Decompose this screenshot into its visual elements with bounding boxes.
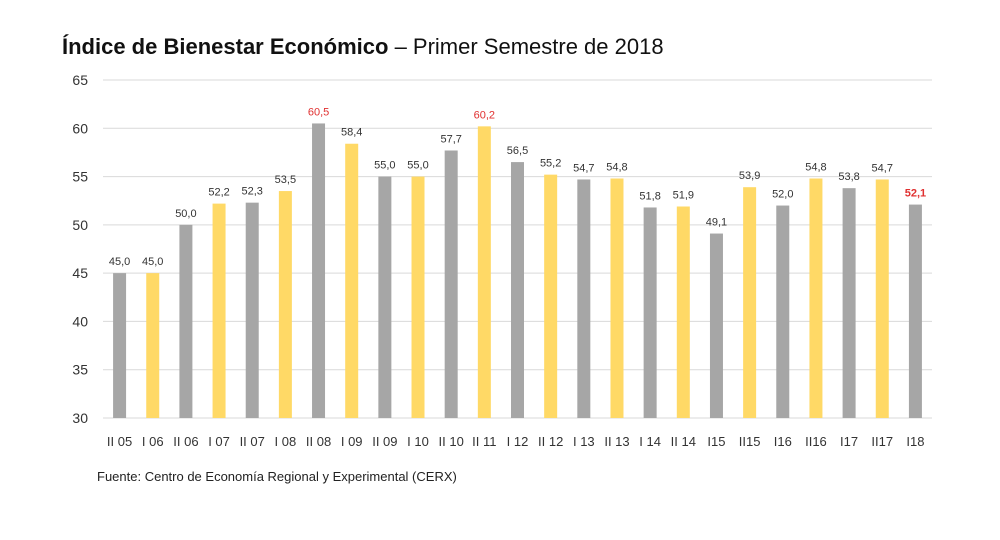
data-label: 54,8 (606, 162, 627, 174)
x-tick-label: I18 (906, 434, 924, 449)
x-tick-label: I 07 (208, 434, 230, 449)
x-tick-label: I 12 (507, 434, 529, 449)
x-tick-label: II15 (739, 434, 761, 449)
bar (776, 205, 790, 418)
y-tick-label: 45 (72, 265, 88, 281)
x-tick-label: I 10 (407, 434, 429, 449)
bar (444, 150, 458, 419)
bar (610, 178, 624, 418)
bar (477, 126, 491, 419)
data-label: 52,2 (208, 187, 229, 199)
x-tick-label: II 05 (107, 434, 132, 449)
data-label: 53,9 (739, 170, 760, 182)
x-tick-label: I 06 (142, 434, 164, 449)
x-tick-label: II 06 (173, 434, 198, 449)
bar (842, 188, 856, 418)
x-tick-label: II 12 (538, 434, 563, 449)
bar (113, 273, 127, 418)
data-label: 49,1 (706, 217, 727, 229)
x-tick-label: II 13 (604, 434, 629, 449)
data-label: 54,8 (805, 162, 826, 174)
data-label: 55,0 (374, 160, 395, 172)
y-tick-label: 60 (72, 120, 88, 136)
data-label: 53,5 (275, 174, 296, 186)
data-label: 51,8 (639, 190, 660, 202)
x-tick-label: I15 (707, 434, 725, 449)
bar (809, 178, 823, 418)
bar (577, 179, 591, 418)
x-tick-label: II 08 (306, 434, 331, 449)
x-tick-label: I16 (774, 434, 792, 449)
y-tick-label: 30 (72, 410, 88, 426)
y-tick-label: 35 (72, 362, 88, 378)
x-tick-label: I 08 (275, 434, 297, 449)
title-main: Índice de Bienestar Económico (62, 34, 389, 59)
data-label: 45,0 (142, 256, 163, 268)
x-tick-label: II16 (805, 434, 827, 449)
data-label: 60,5 (308, 106, 329, 118)
x-tick-label: II 07 (240, 434, 265, 449)
chart-title: Índice de Bienestar Económico – Primer S… (62, 34, 664, 60)
y-tick-label: 50 (72, 217, 88, 233)
data-label: 54,7 (573, 162, 594, 174)
bar (908, 204, 922, 418)
bar (544, 174, 558, 418)
x-tick-label: I 14 (639, 434, 661, 449)
data-label: 57,7 (440, 133, 461, 145)
data-label: 50,0 (175, 208, 196, 220)
bar (312, 123, 326, 418)
bar (411, 176, 425, 418)
data-label: 54,7 (872, 162, 893, 174)
data-label: 56,5 (507, 145, 528, 157)
x-tick-label: II 09 (372, 434, 397, 449)
bar (643, 207, 657, 418)
data-label: 52,3 (242, 186, 263, 198)
x-tick-label: II 14 (671, 434, 696, 449)
x-tick-label: I 13 (573, 434, 595, 449)
data-label: 55,2 (540, 158, 561, 170)
data-label: 45,0 (109, 256, 130, 268)
data-label: 52,0 (772, 189, 793, 201)
source-note: Fuente: Centro de Economía Regional y Ex… (97, 469, 457, 484)
data-label: 52,1 (905, 188, 926, 200)
bar (278, 191, 292, 418)
data-label: 60,2 (474, 109, 495, 121)
x-tick-label: II17 (871, 434, 893, 449)
data-label: 55,0 (407, 160, 428, 172)
y-tick-label: 55 (72, 169, 88, 185)
bar (146, 273, 160, 418)
bar (709, 233, 723, 418)
bar (345, 143, 359, 419)
x-tick-label: I17 (840, 434, 858, 449)
bar (212, 203, 226, 418)
x-tick-label: I 09 (341, 434, 363, 449)
bar (179, 224, 193, 418)
y-tick-label: 65 (72, 72, 88, 88)
bar (511, 162, 524, 418)
title-sub: – Primer Semestre de 2018 (394, 34, 664, 59)
x-tick-label: II 10 (439, 434, 464, 449)
data-label: 53,8 (838, 171, 859, 183)
bar (676, 206, 690, 418)
bar (875, 179, 889, 418)
bar (378, 176, 392, 418)
data-label: 51,9 (673, 190, 694, 202)
x-tick-label: II 11 (472, 434, 496, 449)
data-label: 58,4 (341, 127, 362, 139)
bar (743, 187, 757, 418)
bar (245, 202, 259, 418)
y-tick-label: 40 (72, 313, 88, 329)
